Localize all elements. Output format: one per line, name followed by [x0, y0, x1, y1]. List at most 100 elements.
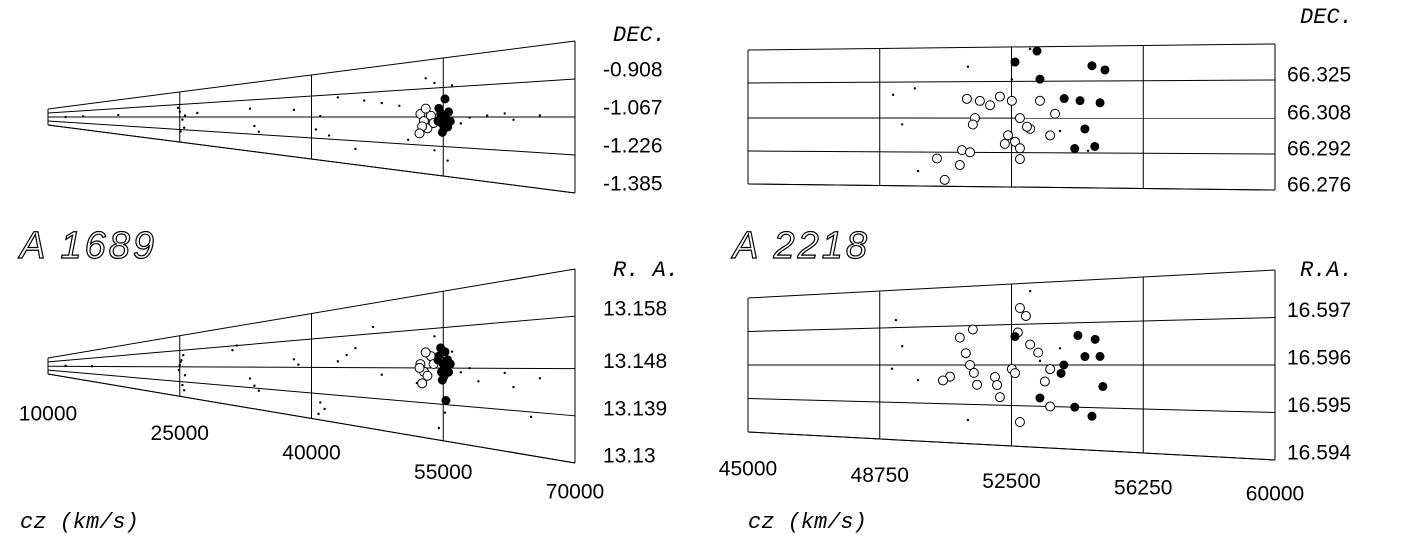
point	[1028, 290, 1032, 293]
point	[1050, 108, 1061, 119]
point	[1080, 124, 1090, 134]
point	[916, 169, 920, 173]
point	[317, 412, 320, 416]
point	[477, 380, 480, 383]
y-tick-label: -1.385	[603, 173, 663, 196]
y-tick-label: 13.148	[603, 350, 667, 373]
point	[966, 418, 970, 422]
point	[182, 389, 186, 392]
point	[424, 77, 427, 80]
point	[891, 93, 895, 97]
point	[1070, 144, 1080, 154]
point	[450, 84, 454, 87]
point	[443, 411, 447, 414]
point	[253, 384, 256, 387]
point	[414, 128, 425, 139]
point	[336, 96, 340, 99]
point	[1098, 381, 1108, 391]
point	[450, 350, 454, 353]
y-tick-label: 13.158	[603, 298, 667, 321]
x-tick-label: 60000	[1246, 483, 1304, 506]
x-tick-label: 55000	[414, 461, 472, 484]
y-tick-label: -1.226	[603, 135, 663, 158]
x-tick-label: 56250	[1114, 476, 1172, 499]
point	[1033, 347, 1044, 358]
point	[994, 392, 1005, 403]
y-axis-label: R.A.	[1300, 258, 1353, 283]
point	[529, 415, 533, 419]
point	[468, 116, 471, 119]
point	[354, 346, 357, 350]
point	[327, 134, 331, 137]
point	[231, 348, 234, 352]
point	[178, 363, 181, 367]
point	[380, 101, 383, 105]
point	[1025, 339, 1036, 350]
y-tick-label: 13.13	[603, 445, 656, 468]
point	[433, 116, 443, 126]
point	[1087, 411, 1097, 421]
point	[177, 368, 181, 372]
x-tick-label: 10000	[19, 403, 77, 426]
point	[1070, 402, 1080, 412]
point	[444, 367, 454, 377]
point	[406, 138, 410, 141]
panel-title: A 2218	[731, 225, 870, 267]
point	[354, 147, 357, 151]
point	[1080, 352, 1090, 362]
point	[1035, 393, 1045, 403]
point	[257, 389, 260, 392]
point	[901, 123, 904, 126]
point	[1073, 330, 1083, 340]
point	[117, 113, 120, 117]
point	[179, 130, 182, 133]
point	[420, 347, 431, 358]
point	[183, 374, 187, 377]
point	[974, 95, 985, 106]
y-tick-label: 66.325	[1287, 63, 1351, 86]
point	[1020, 310, 1031, 321]
point	[345, 353, 348, 357]
point	[538, 114, 542, 117]
point	[1039, 376, 1050, 387]
point	[292, 358, 296, 361]
point	[1035, 74, 1045, 84]
point	[1095, 351, 1105, 361]
point	[398, 104, 401, 107]
point	[248, 377, 252, 380]
point	[445, 116, 455, 126]
point	[248, 107, 252, 110]
point	[538, 377, 542, 380]
point	[1002, 130, 1013, 141]
point	[440, 347, 450, 357]
point	[1034, 95, 1045, 106]
y-tick-label: -0.908	[603, 59, 663, 82]
point	[1058, 129, 1062, 133]
point	[1059, 360, 1069, 370]
y-tick-label: 13.139	[603, 397, 667, 420]
point	[1010, 78, 1014, 81]
point	[954, 160, 965, 171]
x-tick-label: 25000	[151, 422, 209, 445]
point	[1045, 364, 1056, 375]
point	[937, 375, 948, 386]
point	[422, 370, 433, 381]
point	[441, 396, 451, 406]
y-axis-label: DEC.	[613, 23, 666, 48]
point	[999, 138, 1010, 149]
point	[176, 106, 180, 110]
point	[380, 373, 383, 376]
y-tick-label: 66.276	[1287, 174, 1351, 197]
x-tick-label: 45000	[719, 458, 777, 481]
point	[292, 108, 296, 112]
point	[459, 122, 463, 125]
point	[297, 363, 300, 366]
y-tick-label: 16.596	[1287, 347, 1351, 370]
point	[966, 65, 970, 68]
y-axis-label: R. A.	[613, 258, 679, 283]
point	[1014, 417, 1025, 428]
point	[1059, 94, 1069, 104]
point	[64, 115, 67, 119]
point	[440, 94, 450, 104]
point	[182, 126, 186, 129]
